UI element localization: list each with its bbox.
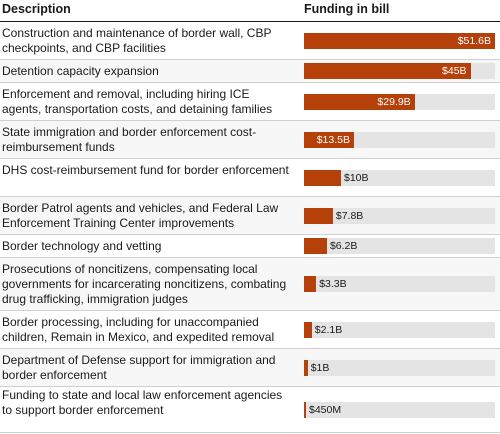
funding-value-label: $29.9B bbox=[377, 95, 411, 108]
table-row: Border processing, including for unaccom… bbox=[0, 311, 500, 349]
funding-value-label: $450M bbox=[309, 403, 342, 416]
row-description: Detention capacity expansion bbox=[2, 63, 159, 78]
row-description: Construction and maintenance of border w… bbox=[2, 25, 272, 55]
table-header: Description Funding in bill bbox=[0, 0, 500, 22]
funding-bar bbox=[304, 401, 306, 418]
bar-track bbox=[304, 238, 495, 254]
table-row: Department of Defense support for immigr… bbox=[0, 349, 500, 387]
table-row: Detention capacity expansion $45B bbox=[0, 60, 500, 83]
funding-bar bbox=[304, 63, 471, 79]
table-row: Prosecutions of noncitizens, compensatin… bbox=[0, 258, 500, 311]
table-row: Funding to state and local law enforceme… bbox=[0, 387, 500, 433]
row-description: Prosecutions of noncitizens, compensatin… bbox=[2, 261, 287, 306]
bar-track bbox=[304, 359, 495, 376]
funding-bar bbox=[304, 276, 317, 292]
funding-bar bbox=[304, 207, 333, 224]
row-description: Border technology and vetting bbox=[2, 238, 162, 253]
funding-value-label: $10B bbox=[344, 171, 369, 184]
funding-bar bbox=[304, 238, 327, 254]
description-column-header: Description bbox=[2, 2, 71, 16]
bar-track bbox=[304, 207, 495, 224]
row-description: Border processing, including for unaccom… bbox=[2, 314, 275, 344]
funding-value-label: $2.1B bbox=[314, 323, 343, 336]
row-description: Border Patrol agents and vehicles, and F… bbox=[2, 200, 279, 230]
bar-track bbox=[304, 401, 495, 418]
table-row: Border technology and vetting $6.2B bbox=[0, 235, 500, 258]
funding-value-label: $7.8B bbox=[335, 209, 364, 222]
funding-value-label: $6.2B bbox=[329, 240, 358, 252]
funding-value-label: $13.5B bbox=[316, 133, 350, 146]
bar-track bbox=[304, 321, 495, 338]
row-description: Department of Defense support for immigr… bbox=[2, 352, 276, 382]
row-description: DHS cost-reimbursement fund for border e… bbox=[2, 162, 289, 177]
funding-bar bbox=[304, 169, 341, 186]
table-row: Construction and maintenance of border w… bbox=[0, 22, 500, 60]
funding-bar bbox=[304, 131, 354, 148]
funding-value-label: $3.3B bbox=[319, 278, 347, 290]
table-row: State immigration and border enforcement… bbox=[0, 121, 500, 159]
bar-track bbox=[304, 169, 495, 186]
funding-bar bbox=[304, 321, 312, 338]
funding-bar bbox=[304, 359, 308, 376]
row-description: State immigration and border enforcement… bbox=[2, 124, 257, 154]
table-row: Border Patrol agents and vehicles, and F… bbox=[0, 197, 500, 235]
table-row: DHS cost-reimbursement fund for border e… bbox=[0, 159, 500, 197]
table-row: Enforcement and removal, including hirin… bbox=[0, 83, 500, 121]
funding-bar bbox=[304, 93, 415, 110]
funding-value-label: $1B bbox=[310, 361, 330, 374]
row-description: Funding to state and local law enforceme… bbox=[2, 388, 283, 417]
row-description: Enforcement and removal, including hirin… bbox=[2, 86, 273, 116]
bar-track bbox=[304, 276, 495, 292]
funding-bar bbox=[304, 32, 495, 49]
funding-value-label: $45B bbox=[442, 65, 467, 77]
funding-column-header: Funding in bill bbox=[304, 2, 390, 16]
funding-value-label: $51.6B bbox=[457, 34, 491, 47]
